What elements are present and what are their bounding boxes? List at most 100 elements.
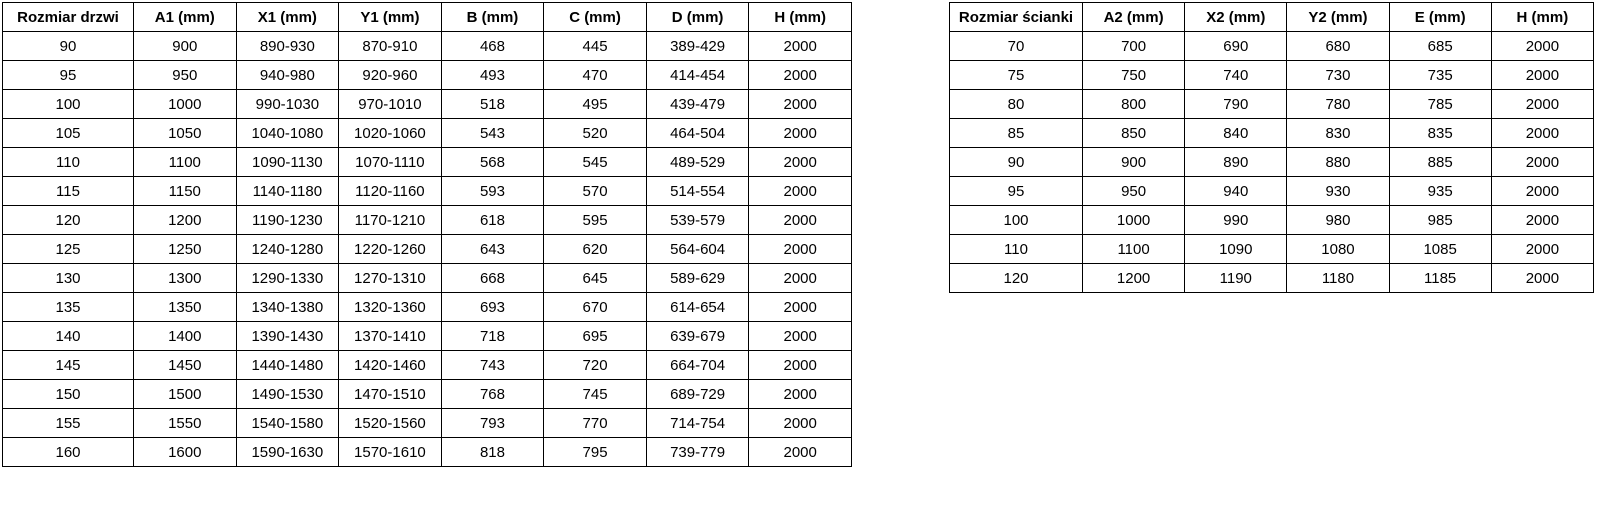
table-cell: 643 [440,234,545,264]
table-cell: 1100 [133,147,237,177]
table-cell: 670 [543,292,647,322]
table-cell: 990 [1184,205,1288,235]
table-cell: 110 [2,147,134,177]
table-cell: 693 [440,292,545,322]
table-cell: 2000 [748,408,852,438]
table-cell: 730 [1286,60,1390,90]
table-cell: 1020-1060 [338,118,442,148]
table-row: 130 1300 1290-1330 1270-1310 668 645 589-629 20… [2,263,852,293]
table-cell: 160 [2,437,134,467]
table-cell: 2000 [1490,118,1595,148]
table-row: 105 1050 1040-1080 1020-1060 543 520 464-504 20… [2,118,852,148]
table-cell: 100 [2,89,134,119]
table-cell: 125 [2,234,134,264]
column-header: X2 (mm) [1184,2,1288,32]
table-cell: 720 [543,350,647,380]
table-cell: 140 [2,321,134,351]
table-cell: 70 [949,31,1083,61]
table-row: 95 950 940-980 920-960 493 470 414-454 2000 [2,60,852,90]
table-cell: 1220-1260 [338,234,442,264]
table-cell: 920-960 [338,60,442,90]
door-size-table: Rozmiar drzwi A1 (mm) X1 (mm) Y1 (mm) B (mm)… [2,2,852,467]
table-cell: 543 [440,118,545,148]
table-cell: 135 [2,292,134,322]
table-cell: 980 [1286,205,1390,235]
column-header: E (mm) [1388,2,1492,32]
table-cell: 890-930 [235,31,340,61]
table-row: 160 1600 1590-1630 1570-1610 818 795 739-779 20… [2,437,852,467]
table-cell: 714-754 [645,408,750,438]
table-cell: 1050 [133,118,237,148]
table-cell: 470 [543,60,647,90]
table-cell: 155 [2,408,134,438]
table-cell: 1400 [133,321,237,351]
table-cell: 1600 [133,437,237,467]
table-row: 70 700 690 680 685 2000 [949,31,1595,61]
table-cell: 1190 [1184,263,1288,293]
table-cell: 1180 [1286,263,1390,293]
table-cell: 520 [543,118,647,148]
column-header: Rozmiar drzwi [2,2,134,32]
table-cell: 1590-1630 [235,437,340,467]
table-cell: 2000 [748,205,852,235]
table-cell: 115 [2,176,134,206]
column-header: H (mm) [748,2,852,32]
table-cell: 2000 [748,234,852,264]
column-header: Rozmiar ścianki [949,2,1083,32]
table-cell: 1390-1430 [235,321,340,351]
table-row: 90 900 890 880 885 2000 [949,147,1595,177]
column-header: Y2 (mm) [1286,2,1390,32]
table-cell: 645 [543,263,647,293]
table-cell: 489-529 [645,147,750,177]
table-row: 110 1100 1090-1130 1070-1110 568 545 489-529 20… [2,147,852,177]
table-row: 145 1450 1440-1480 1420-1460 743 720 664-704 20… [2,350,852,380]
table-cell: 780 [1286,89,1390,119]
table-cell: 880 [1286,147,1390,177]
table-cell: 785 [1388,89,1492,119]
table-row: 110 1100 1090 1080 1085 2000 [949,234,1595,264]
table-cell: 740 [1184,60,1288,90]
table-cell: 1490-1530 [235,379,340,409]
table-cell: 835 [1388,118,1492,148]
table-cell: 105 [2,118,134,148]
table-cell: 770 [543,408,647,438]
table-cell: 1520-1560 [338,408,442,438]
table-cell: 990-1030 [235,89,340,119]
table-cell: 1470-1510 [338,379,442,409]
table-cell: 595 [543,205,647,235]
column-header: H (mm) [1490,2,1595,32]
column-header: A2 (mm) [1081,2,1186,32]
table-cell: 695 [543,321,647,351]
header-row: Rozmiar ścianki A2 (mm) X2 (mm) Y2 (mm) E (m… [949,2,1595,32]
table-cell: 970-1010 [338,89,442,119]
table-cell: 668 [440,263,545,293]
column-header: X1 (mm) [235,2,340,32]
table-cell: 2000 [1490,31,1595,61]
table-cell: 890 [1184,147,1288,177]
table-cell: 2000 [1490,205,1595,235]
table-cell: 795 [543,437,647,467]
table-cell: 800 [1081,89,1186,119]
table-cell: 389-429 [645,31,750,61]
table-cell: 589-629 [645,263,750,293]
table-cell: 745 [543,379,647,409]
table-cell: 1540-1580 [235,408,340,438]
table-cell: 2000 [748,60,852,90]
table-cell: 545 [543,147,647,177]
table-cell: 718 [440,321,545,351]
table-cell: 1170-1210 [338,205,442,235]
table-cell: 439-479 [645,89,750,119]
table-cell: 1450 [133,350,237,380]
table-cell: 790 [1184,89,1288,119]
table-cell: 1100 [1081,234,1186,264]
table-cell: 620 [543,234,647,264]
table-cell: 2000 [748,147,852,177]
table-cell: 689-729 [645,379,750,409]
table-cell: 75 [949,60,1083,90]
table-cell: 680 [1286,31,1390,61]
table-row: 150 1500 1490-1530 1470-1510 768 745 689-729 20… [2,379,852,409]
table-row: 140 1400 1390-1430 1370-1410 718 695 639-679 20… [2,321,852,351]
table-cell: 518 [440,89,545,119]
table-cell: 1270-1310 [338,263,442,293]
table-cell: 1300 [133,263,237,293]
